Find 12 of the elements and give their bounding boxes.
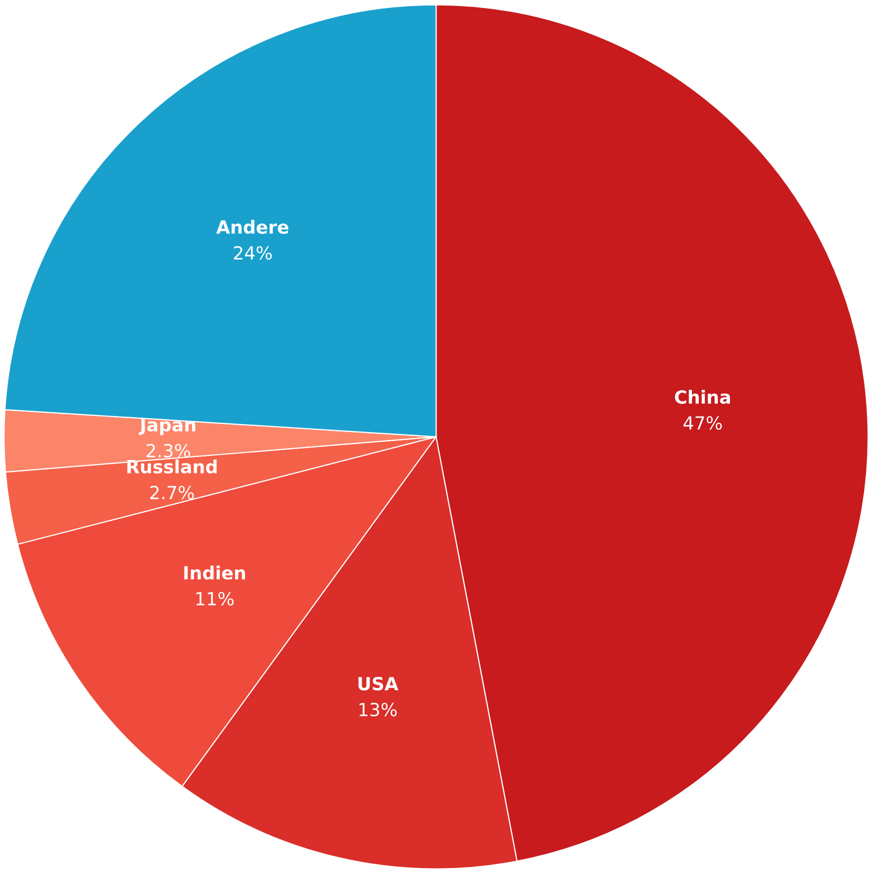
slice-label: China	[674, 390, 730, 404]
data-label: 24%	[234, 246, 272, 260]
data-label: 47%	[684, 416, 722, 430]
data-label: 2.7%	[150, 486, 194, 500]
slice-label: USA	[358, 676, 398, 690]
slice-label: Japan	[138, 418, 196, 436]
slice-label: Russland	[127, 460, 217, 474]
data-label: 13%	[360, 702, 397, 716]
data-label: 11%	[196, 592, 234, 606]
slice-label: Andere	[216, 220, 288, 234]
slice-label: Indien	[184, 566, 246, 580]
data-label: 2.3%	[146, 444, 190, 458]
